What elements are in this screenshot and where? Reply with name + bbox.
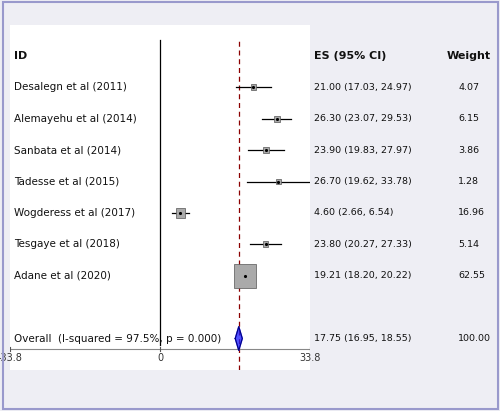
Polygon shape — [235, 327, 242, 351]
Text: 33.8: 33.8 — [300, 353, 320, 363]
Text: 100.00: 100.00 — [458, 334, 491, 343]
Text: Tesgaye et al (2018): Tesgaye et al (2018) — [14, 239, 120, 249]
Text: 3.86: 3.86 — [458, 146, 479, 155]
Text: 0: 0 — [157, 353, 163, 363]
Bar — [263, 241, 268, 247]
Bar — [264, 147, 268, 153]
Text: 17.75 (16.95, 18.55): 17.75 (16.95, 18.55) — [314, 334, 412, 343]
Bar — [234, 264, 256, 288]
Text: 23.90 (19.83, 27.97): 23.90 (19.83, 27.97) — [314, 146, 412, 155]
Text: 5.14: 5.14 — [458, 240, 479, 249]
Text: Alemayehu et al (2014): Alemayehu et al (2014) — [14, 114, 136, 124]
Text: Overall  (I-squared = 97.5%, p = 0.000): Overall (I-squared = 97.5%, p = 0.000) — [14, 333, 221, 344]
Text: Desalegn et al (2011): Desalegn et al (2011) — [14, 83, 126, 92]
Text: 62.55: 62.55 — [458, 271, 485, 280]
Text: 1.28: 1.28 — [458, 177, 479, 186]
Text: Wogderess et al (2017): Wogderess et al (2017) — [14, 208, 135, 218]
Text: 6.15: 6.15 — [458, 114, 479, 123]
Bar — [176, 208, 185, 218]
Text: 4.60 (2.66, 6.54): 4.60 (2.66, 6.54) — [314, 208, 394, 217]
Text: 26.70 (19.62, 33.78): 26.70 (19.62, 33.78) — [314, 177, 412, 186]
Text: Tadesse et al (2015): Tadesse et al (2015) — [14, 177, 119, 187]
Text: ES (95% CI): ES (95% CI) — [314, 51, 386, 61]
Text: 21.00 (17.03, 24.97): 21.00 (17.03, 24.97) — [314, 83, 412, 92]
Text: 23.80 (20.27, 27.33): 23.80 (20.27, 27.33) — [314, 240, 412, 249]
Bar — [250, 85, 256, 90]
Text: 26.30 (23.07, 29.53): 26.30 (23.07, 29.53) — [314, 114, 412, 123]
Text: ID: ID — [14, 51, 27, 61]
Bar — [274, 115, 280, 122]
Text: Weight: Weight — [447, 51, 491, 61]
Text: 19.21 (18.20, 20.22): 19.21 (18.20, 20.22) — [314, 271, 412, 280]
Text: 4.07: 4.07 — [458, 83, 479, 92]
Text: Adane et al (2020): Adane et al (2020) — [14, 271, 110, 281]
Text: 16.96: 16.96 — [458, 208, 485, 217]
Text: Sanbata et al (2014): Sanbata et al (2014) — [14, 145, 121, 155]
Text: -33.8: -33.8 — [0, 353, 22, 363]
Bar — [276, 179, 281, 184]
